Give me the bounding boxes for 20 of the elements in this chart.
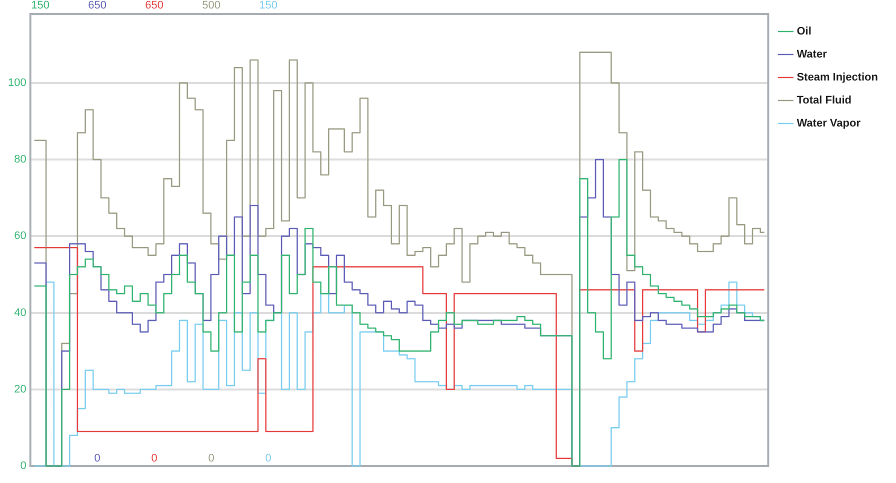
annotation: 0 — [151, 452, 158, 465]
legend-label: Water — [796, 48, 828, 61]
text: 150 — [31, 0, 50, 12]
annotation: 0 — [208, 452, 214, 465]
legend-label: Oil — [796, 26, 812, 38]
y-tick-label: 0 — [20, 460, 26, 472]
legend-label: Water Vapor — [796, 118, 862, 130]
annotation: 0 — [265, 452, 272, 465]
text: 650 — [145, 0, 164, 12]
y-tick-label: 80 — [14, 154, 26, 166]
legend-label: Total Fluid — [796, 94, 852, 107]
text: 150 — [259, 0, 278, 12]
text: 500 — [202, 0, 221, 12]
annotation: 0 — [94, 452, 100, 465]
legend-label: Steam Injection — [796, 72, 878, 84]
text: 650 — [88, 0, 107, 12]
y-tick-label: 20 — [14, 383, 26, 396]
y-tick-label: 40 — [14, 306, 26, 319]
y-tick-label: 60 — [14, 230, 26, 242]
y-tick-label: 100 — [8, 76, 26, 89]
